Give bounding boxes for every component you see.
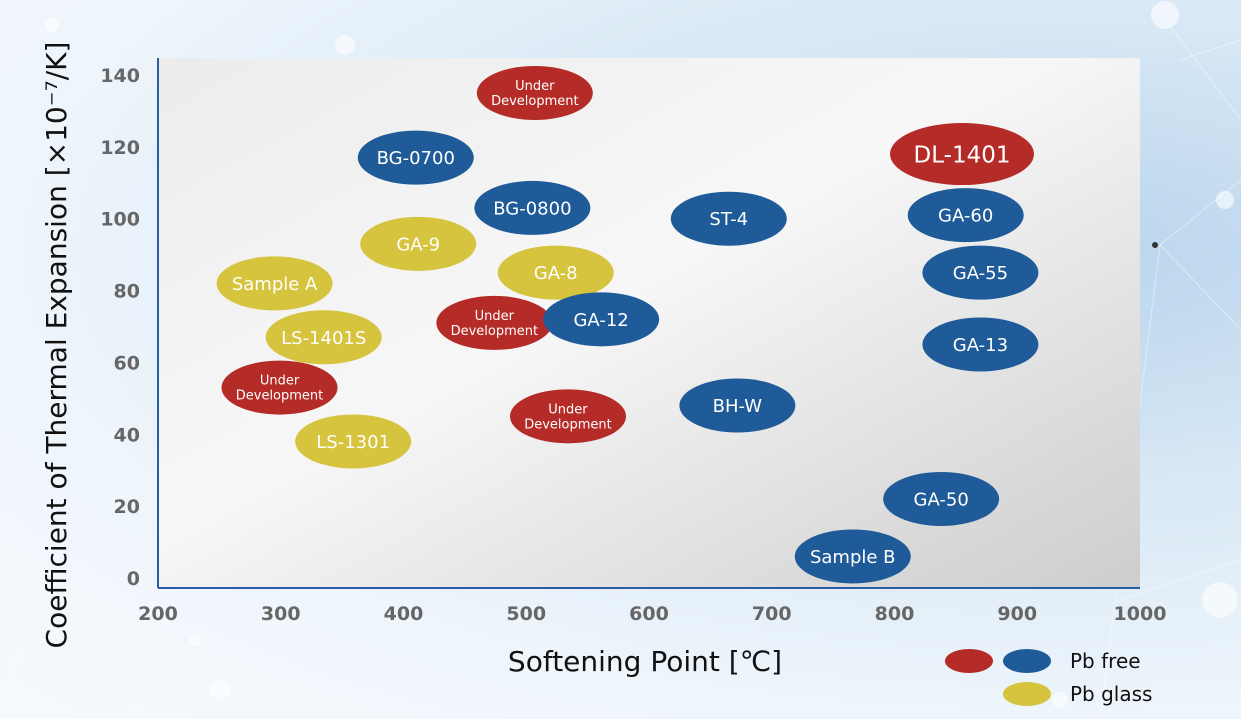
data-point-bubble [679,378,796,433]
y-tick-label: 140 [100,65,140,87]
data-point: BH-W [679,378,796,433]
data-point: LS-1301 [295,414,412,469]
x-tick-label: 900 [997,603,1037,625]
data-point-bubble [890,123,1035,186]
data-point-label: GA-9 [396,234,440,255]
data-point: GA-50 [883,471,1000,526]
y-tick-label: 80 [114,281,140,303]
x-tick-label: 500 [506,603,546,625]
data-point-bubble [216,256,333,311]
data-point-label: ST-4 [709,209,748,230]
data-point-bubble [474,180,591,235]
x-tick-label: 200 [138,603,178,625]
y-tick-label: 100 [100,209,140,231]
data-point-bubble [883,471,1000,526]
data-point: Sample B [794,529,911,584]
y-axis-title: Coefficient of Thermal Expansion [×10⁻⁷/… [40,42,73,649]
data-point-bubble [476,65,593,120]
legend-swatch-yellow [1003,682,1051,706]
data-point: GA-12 [543,292,660,347]
data-point-label: GA-55 [953,263,1008,284]
y-tick-label: 20 [114,496,140,518]
data-point: LS-1401S [265,310,382,365]
data-point-label: GA-50 [914,489,969,510]
data-point-label: Under [475,309,515,324]
data-point-label: GA-60 [938,206,993,227]
data-point-bubble [794,529,911,584]
data-point: GA-8 [497,245,614,300]
data-point-label: Development [524,417,612,432]
data-point-label: Under [548,402,588,417]
data-point-label: Development [236,389,324,404]
data-point-label: Under [260,374,300,389]
y-tick-label: 60 [114,352,140,374]
x-tick-label: 1000 [1114,603,1167,625]
data-point: GA-55 [922,245,1039,300]
data-point-bubble [509,389,626,444]
x-axis-title: Softening Point [℃] [508,645,782,678]
legend: Pb free Pb glass [945,649,1152,706]
data-point-bubble [360,216,477,271]
data-point-label: Sample A [232,274,318,295]
data-point-bubble [497,245,614,300]
data-point-bubble [436,295,553,350]
y-tick-label: 40 [114,424,140,446]
x-tick-labels: 200 300 400 500 600 700 800 900 1000 [138,603,1166,625]
x-tick-label: 600 [629,603,669,625]
data-point-bubble [295,414,412,469]
data-point-bubble [221,360,338,415]
y-tick-labels: 0 20 40 60 80 100 120 140 [100,65,140,590]
x-tick-label: 800 [875,603,915,625]
data-point-bubble [543,292,660,347]
data-point-label: Development [451,324,539,339]
data-point: ST-4 [670,191,787,246]
data-point-bubble [357,130,474,185]
data-point-label: Sample B [810,547,896,568]
data-point-label: GA-12 [573,310,628,331]
data-point-label: Under [515,79,555,94]
data-point-bubble [922,245,1039,300]
data-point: Sample A [216,256,333,311]
data-point: GA-13 [922,317,1039,372]
data-point-bubble [670,191,787,246]
legend-label-pb-glass: Pb glass [1070,682,1152,706]
data-point-bubble [922,317,1039,372]
x-tick-label: 700 [752,603,792,625]
data-point-label: BG-0700 [377,148,455,169]
data-point-label: GA-8 [534,263,578,284]
legend-label-pb-free: Pb free [1070,649,1141,673]
legend-swatch-red [945,649,993,673]
data-point-label: BG-0800 [493,198,571,219]
legend-swatch-blue [1003,649,1051,673]
y-tick-label: 120 [100,137,140,159]
data-point-bubble [907,188,1024,243]
data-point-bubble [265,310,382,365]
data-point-label: LS-1401S [281,328,366,349]
x-tick-label: 400 [384,603,424,625]
data-point-label: LS-1301 [316,432,390,453]
data-point: BG-0800 [474,180,591,235]
data-point-label: Development [491,94,579,109]
data-point-label: GA-13 [953,335,1008,356]
data-point: GA-60 [907,188,1024,243]
data-point: BG-0700 [357,130,474,185]
data-point-label: BH-W [713,396,763,417]
y-tick-label: 0 [127,568,140,590]
data-point: GA-9 [360,216,477,271]
x-tick-label: 300 [261,603,301,625]
data-point-label: DL-1401 [914,142,1011,168]
data-point: DL-1401 [890,123,1035,186]
